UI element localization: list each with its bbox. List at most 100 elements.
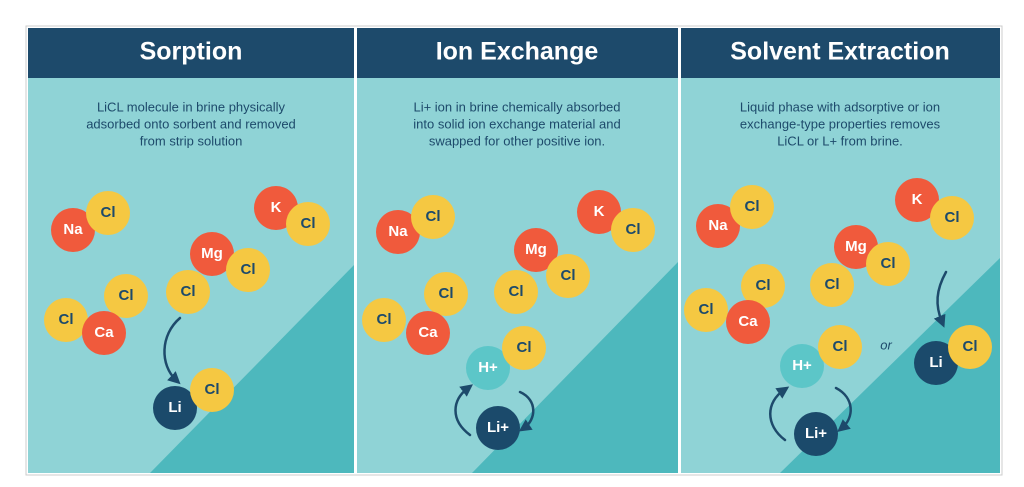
ion-circle bbox=[514, 228, 558, 272]
ion-circle bbox=[44, 298, 88, 342]
ion-label: Ca bbox=[94, 324, 114, 341]
description: exchange-type properties removes bbox=[740, 116, 941, 131]
arrow bbox=[163, 316, 182, 385]
ion-label: Cl bbox=[626, 221, 641, 238]
panel-header bbox=[357, 28, 678, 78]
panel-title: Ion Exchange bbox=[436, 38, 599, 66]
ion-circle bbox=[730, 185, 774, 229]
ion-label: Cl bbox=[59, 311, 74, 328]
ion-circle bbox=[866, 242, 910, 286]
ion-circle bbox=[810, 263, 854, 307]
ion-circle bbox=[546, 254, 590, 298]
ion-label: Cl bbox=[301, 215, 316, 232]
ion-label: Cl bbox=[825, 276, 840, 293]
ion-label: Cl bbox=[963, 338, 978, 355]
panel-header bbox=[681, 28, 1000, 78]
description: Liquid phase with adsorptive or ion bbox=[740, 99, 940, 114]
ion-circle bbox=[376, 210, 420, 254]
ion-label: Cl bbox=[699, 301, 714, 318]
ion-circle bbox=[424, 272, 468, 316]
ion-label: Mg bbox=[201, 245, 223, 262]
ion-circle bbox=[794, 412, 838, 456]
ion-circle bbox=[82, 311, 126, 355]
ion-label: Cl bbox=[881, 255, 896, 272]
ion-label: H+ bbox=[478, 359, 498, 376]
connector: or bbox=[880, 337, 892, 352]
ion-label: Li bbox=[929, 354, 942, 371]
ion-label: Na bbox=[388, 223, 408, 240]
ion-label: Cl bbox=[561, 267, 576, 284]
ion-label: Cl bbox=[833, 338, 848, 355]
ion-label: Na bbox=[63, 221, 83, 238]
ion-circle bbox=[780, 344, 824, 388]
arrow bbox=[933, 270, 948, 328]
ion-label: Cl bbox=[945, 209, 960, 226]
panel-title: Solvent Extraction bbox=[730, 38, 950, 66]
ion-circle bbox=[930, 196, 974, 240]
sorbent bbox=[150, 265, 354, 473]
ion-circle bbox=[696, 204, 740, 248]
ion-label: K bbox=[271, 199, 282, 216]
panel-header bbox=[28, 28, 354, 78]
ion-label: Cl bbox=[517, 339, 532, 356]
ion-circle bbox=[411, 195, 455, 239]
description: from strip solution bbox=[140, 133, 243, 148]
ion-label: Li bbox=[168, 399, 181, 416]
ion-circle bbox=[684, 288, 728, 332]
description: swapped for other positive ion. bbox=[429, 133, 605, 148]
ion-label: Li+ bbox=[487, 419, 509, 436]
ion-label: Mg bbox=[845, 238, 867, 255]
description: adsorbed onto sorbent and removed bbox=[86, 116, 296, 131]
description: Li+ ion in brine chemically absorbed bbox=[413, 99, 620, 114]
ion-label: Cl bbox=[426, 208, 441, 225]
ions: Na Cl K Cl Mg Cl Cl Cl Cl Ca Li Cl Na Cl K Cl Mg Cl Cl Cl Cl… bbox=[44, 178, 992, 456]
ion-label: Ca bbox=[418, 324, 438, 341]
ion-label: Cl bbox=[101, 204, 116, 221]
ion-label: Cl bbox=[756, 277, 771, 294]
ion-circle bbox=[226, 248, 270, 292]
ion-circle bbox=[494, 270, 538, 314]
arrow bbox=[834, 386, 852, 433]
ion-label: Cl bbox=[205, 381, 220, 398]
ion-label: Cl bbox=[181, 283, 196, 300]
panel-title: Sorption bbox=[140, 38, 243, 66]
ion-label: Cl bbox=[745, 198, 760, 215]
ion-label: Cl bbox=[377, 311, 392, 328]
ion-circle bbox=[577, 190, 621, 234]
ion-circle bbox=[406, 311, 450, 355]
ion-circle bbox=[286, 202, 330, 246]
ion-label: Cl bbox=[241, 261, 256, 278]
ion-label: Na bbox=[708, 217, 728, 234]
ion-circle bbox=[190, 368, 234, 412]
ion-label: Cl bbox=[439, 285, 454, 302]
ion-circle bbox=[948, 325, 992, 369]
ion-circle bbox=[895, 178, 939, 222]
ion-circle bbox=[362, 298, 406, 342]
ion-label: H+ bbox=[792, 357, 812, 374]
ion-label: K bbox=[912, 191, 923, 208]
description: LiCL molecule in brine physically bbox=[97, 99, 286, 114]
description: LiCL or L+ from brine. bbox=[777, 133, 903, 148]
ion-circle bbox=[818, 325, 862, 369]
description: into solid ion exchange material and bbox=[413, 116, 620, 131]
ion-label: Li+ bbox=[805, 425, 827, 442]
ion-circle bbox=[466, 346, 510, 390]
ion-label: Cl bbox=[509, 283, 524, 300]
sorbent bbox=[780, 258, 1000, 473]
ion-circle bbox=[166, 270, 210, 314]
ion-circle bbox=[86, 191, 130, 235]
ion-circle bbox=[51, 208, 95, 252]
ion-circle bbox=[741, 264, 785, 308]
ion-circle bbox=[153, 386, 197, 430]
arrow bbox=[769, 386, 790, 442]
ion-label: Ca bbox=[738, 313, 758, 330]
ion-label: Mg bbox=[525, 241, 547, 258]
ion-circle bbox=[914, 341, 958, 385]
ion-circle bbox=[476, 406, 520, 450]
ion-circle bbox=[726, 300, 770, 344]
ion-label: Cl bbox=[119, 287, 134, 304]
arrow bbox=[454, 384, 473, 437]
ion-circle bbox=[611, 208, 655, 252]
